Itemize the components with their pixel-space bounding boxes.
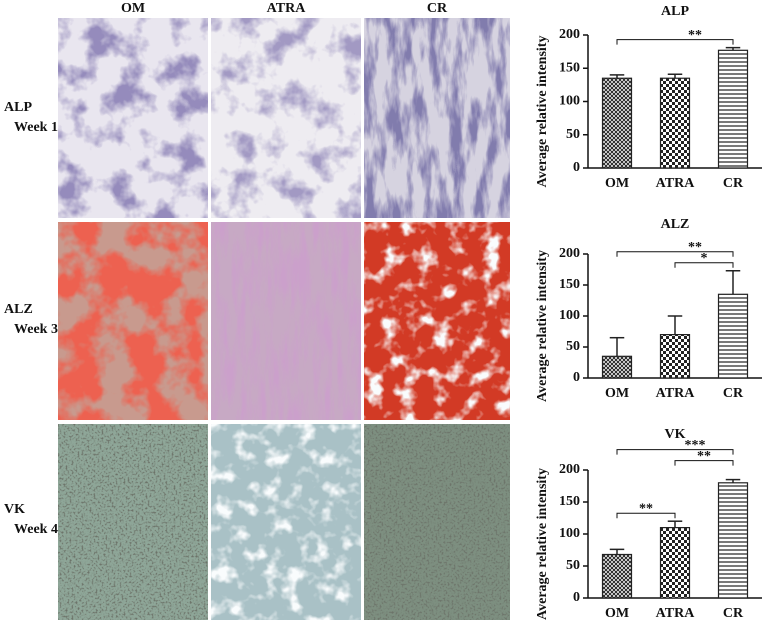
image-texture (364, 222, 510, 420)
x-tick-label: OM (605, 176, 629, 191)
significance-bracket (674, 460, 734, 466)
bar (659, 77, 691, 169)
micrographs (58, 18, 510, 620)
y-tick-label: 150 (559, 277, 580, 292)
row-label: Week 4 (14, 522, 58, 537)
y-tick-label: 0 (573, 370, 580, 385)
image-texture (58, 222, 208, 420)
row-label: Week 3 (14, 322, 58, 337)
row-label: ALZ (4, 302, 33, 317)
x-tick-label: CR (723, 386, 744, 401)
column-label: ATRA (267, 1, 307, 16)
y-axis-label: Average relative intensity (535, 468, 550, 620)
column-label: CR (427, 1, 448, 16)
image-texture (364, 18, 510, 218)
y-tick-label: 100 (559, 308, 580, 323)
image-texture (364, 424, 510, 620)
image-texture (211, 18, 361, 218)
significance-bracket (616, 251, 734, 257)
y-tick-label: 150 (559, 494, 580, 509)
row-label: Week 1 (14, 120, 58, 135)
bar (601, 355, 633, 379)
bar (601, 77, 633, 169)
bar (717, 482, 749, 599)
chart-title: VK (665, 427, 686, 442)
x-tick-label: CR (723, 176, 744, 191)
image-texture (58, 18, 208, 218)
significance-label: ** (639, 501, 653, 516)
significance-label: *** (685, 438, 706, 453)
y-tick-label: 50 (566, 127, 580, 142)
significance-label: ** (688, 28, 702, 43)
y-tick-label: 0 (573, 160, 580, 175)
bar (717, 49, 749, 169)
image-texture (211, 424, 361, 620)
x-tick-label: OM (605, 606, 629, 621)
significance-label: ** (697, 449, 711, 464)
row-label: VK (4, 502, 25, 517)
bar (659, 334, 691, 379)
chart-title: ALP (661, 4, 689, 19)
significance-bracket (616, 39, 734, 45)
x-tick-label: ATRA (656, 176, 696, 191)
image-texture (58, 424, 208, 620)
y-tick-label: 100 (559, 94, 580, 109)
y-tick-label: 150 (559, 60, 580, 75)
significance-bracket (616, 512, 676, 519)
y-tick-label: 100 (559, 526, 580, 541)
y-tick-label: 200 (559, 462, 580, 477)
x-tick-label: OM (605, 386, 629, 401)
x-tick-label: CR (723, 606, 744, 621)
significance-label: * (701, 251, 708, 266)
row-label: ALP (4, 100, 32, 115)
significance-bracket (674, 262, 734, 268)
y-tick-label: 200 (559, 27, 580, 42)
column-label: OM (121, 1, 145, 16)
chart-title: ALZ (661, 217, 690, 232)
y-tick-label: 200 (559, 246, 580, 261)
x-tick-label: ATRA (656, 386, 696, 401)
bar (601, 553, 633, 599)
y-axis-label: Average relative intensity (535, 250, 550, 402)
bar (659, 526, 691, 599)
bar (717, 293, 749, 379)
x-tick-label: ATRA (656, 606, 696, 621)
y-tick-label: 0 (573, 590, 580, 605)
y-axis-label: Average relative intensity (535, 36, 550, 188)
image-texture (211, 222, 361, 420)
significance-label: ** (688, 240, 702, 255)
y-tick-label: 50 (566, 339, 580, 354)
significance-bracket (616, 449, 734, 455)
y-tick-label: 50 (566, 558, 580, 573)
